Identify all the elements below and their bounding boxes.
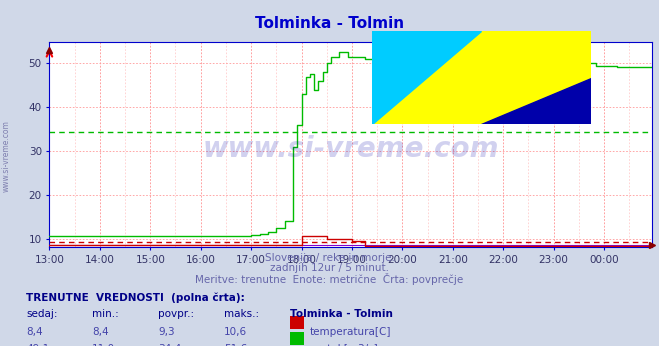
Text: temperatura[C]: temperatura[C]	[310, 327, 391, 337]
Polygon shape	[372, 31, 481, 124]
Text: Tolminka - Tolmin: Tolminka - Tolmin	[255, 16, 404, 30]
Text: Slovenija / reke in morje.: Slovenija / reke in morje.	[264, 253, 395, 263]
Polygon shape	[481, 78, 590, 124]
Text: 51,6: 51,6	[224, 344, 247, 346]
Text: www.si-vreme.com: www.si-vreme.com	[2, 120, 11, 192]
Text: www.si-vreme.com: www.si-vreme.com	[203, 135, 499, 163]
Text: TRENUTNE  VREDNOSTI  (polna črta):: TRENUTNE VREDNOSTI (polna črta):	[26, 292, 245, 303]
Text: 8,4: 8,4	[26, 327, 43, 337]
Text: Tolminka - Tolmin: Tolminka - Tolmin	[290, 309, 393, 319]
Text: 10,6: 10,6	[224, 327, 247, 337]
Text: sedaj:: sedaj:	[26, 309, 58, 319]
Text: 11,0: 11,0	[92, 344, 115, 346]
Text: pretok[m3/s]: pretok[m3/s]	[310, 344, 378, 346]
Text: 34,4: 34,4	[158, 344, 181, 346]
Text: min.:: min.:	[92, 309, 119, 319]
Text: maks.:: maks.:	[224, 309, 259, 319]
Text: 9,3: 9,3	[158, 327, 175, 337]
Text: zadnjih 12ur / 5 minut.: zadnjih 12ur / 5 minut.	[270, 263, 389, 273]
Text: Meritve: trenutne  Enote: metrične  Črta: povprečje: Meritve: trenutne Enote: metrične Črta: …	[195, 273, 464, 285]
Text: 8,4: 8,4	[92, 327, 109, 337]
Text: povpr.:: povpr.:	[158, 309, 194, 319]
Text: 49,1: 49,1	[26, 344, 49, 346]
